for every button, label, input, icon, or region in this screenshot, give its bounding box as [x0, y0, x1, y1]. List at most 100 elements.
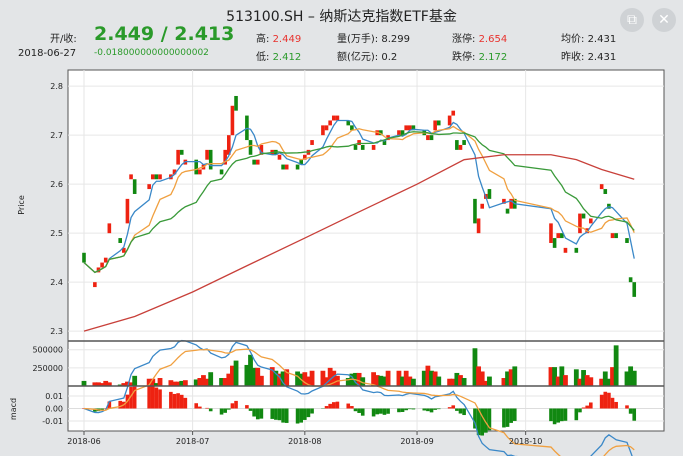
volume-bar [487, 376, 492, 386]
candle [574, 247, 579, 253]
candle [93, 282, 97, 288]
volume-bar [128, 382, 134, 386]
volume-bar [432, 371, 438, 386]
macd-histogram-bar [306, 408, 311, 418]
macd-histogram-bar [433, 408, 437, 410]
volume-bar [175, 381, 181, 386]
macd-histogram-bar [132, 386, 137, 409]
volume-bar [501, 378, 507, 386]
candle [158, 174, 162, 180]
volume-bar [251, 367, 257, 386]
candle [227, 135, 231, 155]
candle [502, 198, 506, 204]
volume-bar [385, 370, 391, 386]
volume-bar [168, 380, 174, 386]
high-label: 高: [256, 34, 270, 45]
candle [122, 247, 126, 253]
price-tick-label: 2.7 [50, 131, 63, 140]
macd-histogram-bar [371, 408, 376, 417]
macd-histogram-bar [574, 408, 579, 421]
candle [223, 149, 227, 165]
candle [331, 115, 336, 121]
candle [125, 198, 130, 224]
macd-histogram-bar [259, 408, 264, 419]
volume-bar [208, 372, 214, 386]
macd-histogram-bar [447, 407, 452, 409]
candle [129, 174, 133, 180]
volume-bar [411, 378, 416, 386]
macd-histogram-bar [509, 408, 513, 423]
macd-histogram-bar [169, 391, 173, 409]
volume-tick-label: 250000 [32, 364, 63, 373]
macd-histogram-bar [610, 397, 615, 409]
candle [563, 247, 568, 253]
volume-bar [584, 375, 590, 386]
volume-bar [476, 366, 481, 386]
macd-histogram-bar [560, 408, 564, 422]
volume-bar [548, 367, 554, 386]
moving-averages [83, 119, 635, 332]
candle [603, 189, 608, 194]
candle [208, 149, 213, 170]
candle [379, 130, 383, 136]
screenshot-button[interactable]: ⧉ [620, 8, 644, 32]
candle [132, 179, 137, 194]
macd-histogram-bar [277, 408, 282, 421]
volume-bar [552, 367, 557, 386]
macd-histogram-bar [411, 408, 416, 410]
macd-histogram-bar [107, 401, 112, 409]
volume-bar [421, 370, 427, 386]
macd-histogram-bar [487, 408, 492, 431]
volume-bar [631, 370, 637, 386]
candle [194, 159, 199, 175]
close-button[interactable]: ✕ [652, 8, 676, 32]
macd-histogram-bar [255, 408, 260, 420]
volume-bar [219, 378, 224, 386]
candle [96, 267, 101, 273]
volume-bar [302, 372, 308, 386]
volume-bar [222, 378, 228, 386]
open-close-label: 开/收: [50, 34, 77, 45]
macd-histogram-bar [502, 408, 506, 428]
volume-bar [512, 366, 518, 386]
candle [328, 120, 332, 126]
macd-histogram-bar [607, 392, 611, 409]
macd-histogram-bar [303, 408, 307, 420]
candle [353, 144, 358, 150]
macd-histogram-bar [480, 408, 484, 436]
macd-histogram-bar [310, 408, 314, 414]
macd-histogram-bar [270, 408, 275, 419]
macd-histogram-bar [129, 387, 133, 409]
x-tick-label: 2018-06 [67, 437, 100, 446]
macd-histogram-bar [462, 408, 466, 416]
volume-bar [628, 366, 634, 386]
candle [628, 277, 633, 283]
volume-bar [121, 383, 127, 386]
volume-bar [92, 382, 98, 386]
macd-histogram-bar [274, 408, 278, 420]
macd-histogram-bar [176, 393, 180, 409]
macd-histogram-bar [614, 401, 618, 409]
candle [310, 140, 314, 145]
macd-histogram-bar [505, 408, 510, 427]
volume-bar [461, 378, 467, 386]
macd-histogram-bar [150, 385, 155, 409]
volume-bar [382, 376, 387, 386]
macd-histogram-bar [404, 408, 408, 411]
volume-bar [258, 375, 264, 386]
candle [400, 130, 405, 136]
volume-bar [588, 377, 594, 386]
volume-bar [624, 371, 630, 386]
candle [476, 218, 481, 234]
macd-histogram-bar [281, 408, 285, 423]
volume-bar [125, 381, 130, 386]
candle [632, 282, 637, 297]
macd-histogram-bar [227, 408, 231, 410]
candle [179, 149, 184, 155]
macd-histogram-bar [578, 408, 582, 413]
macd-histogram-bar [118, 400, 122, 409]
volume-bar [374, 375, 380, 386]
macd-histogram-bar [422, 408, 427, 411]
price-tick-label: 2.5 [50, 229, 63, 238]
volume-bar [400, 376, 405, 386]
